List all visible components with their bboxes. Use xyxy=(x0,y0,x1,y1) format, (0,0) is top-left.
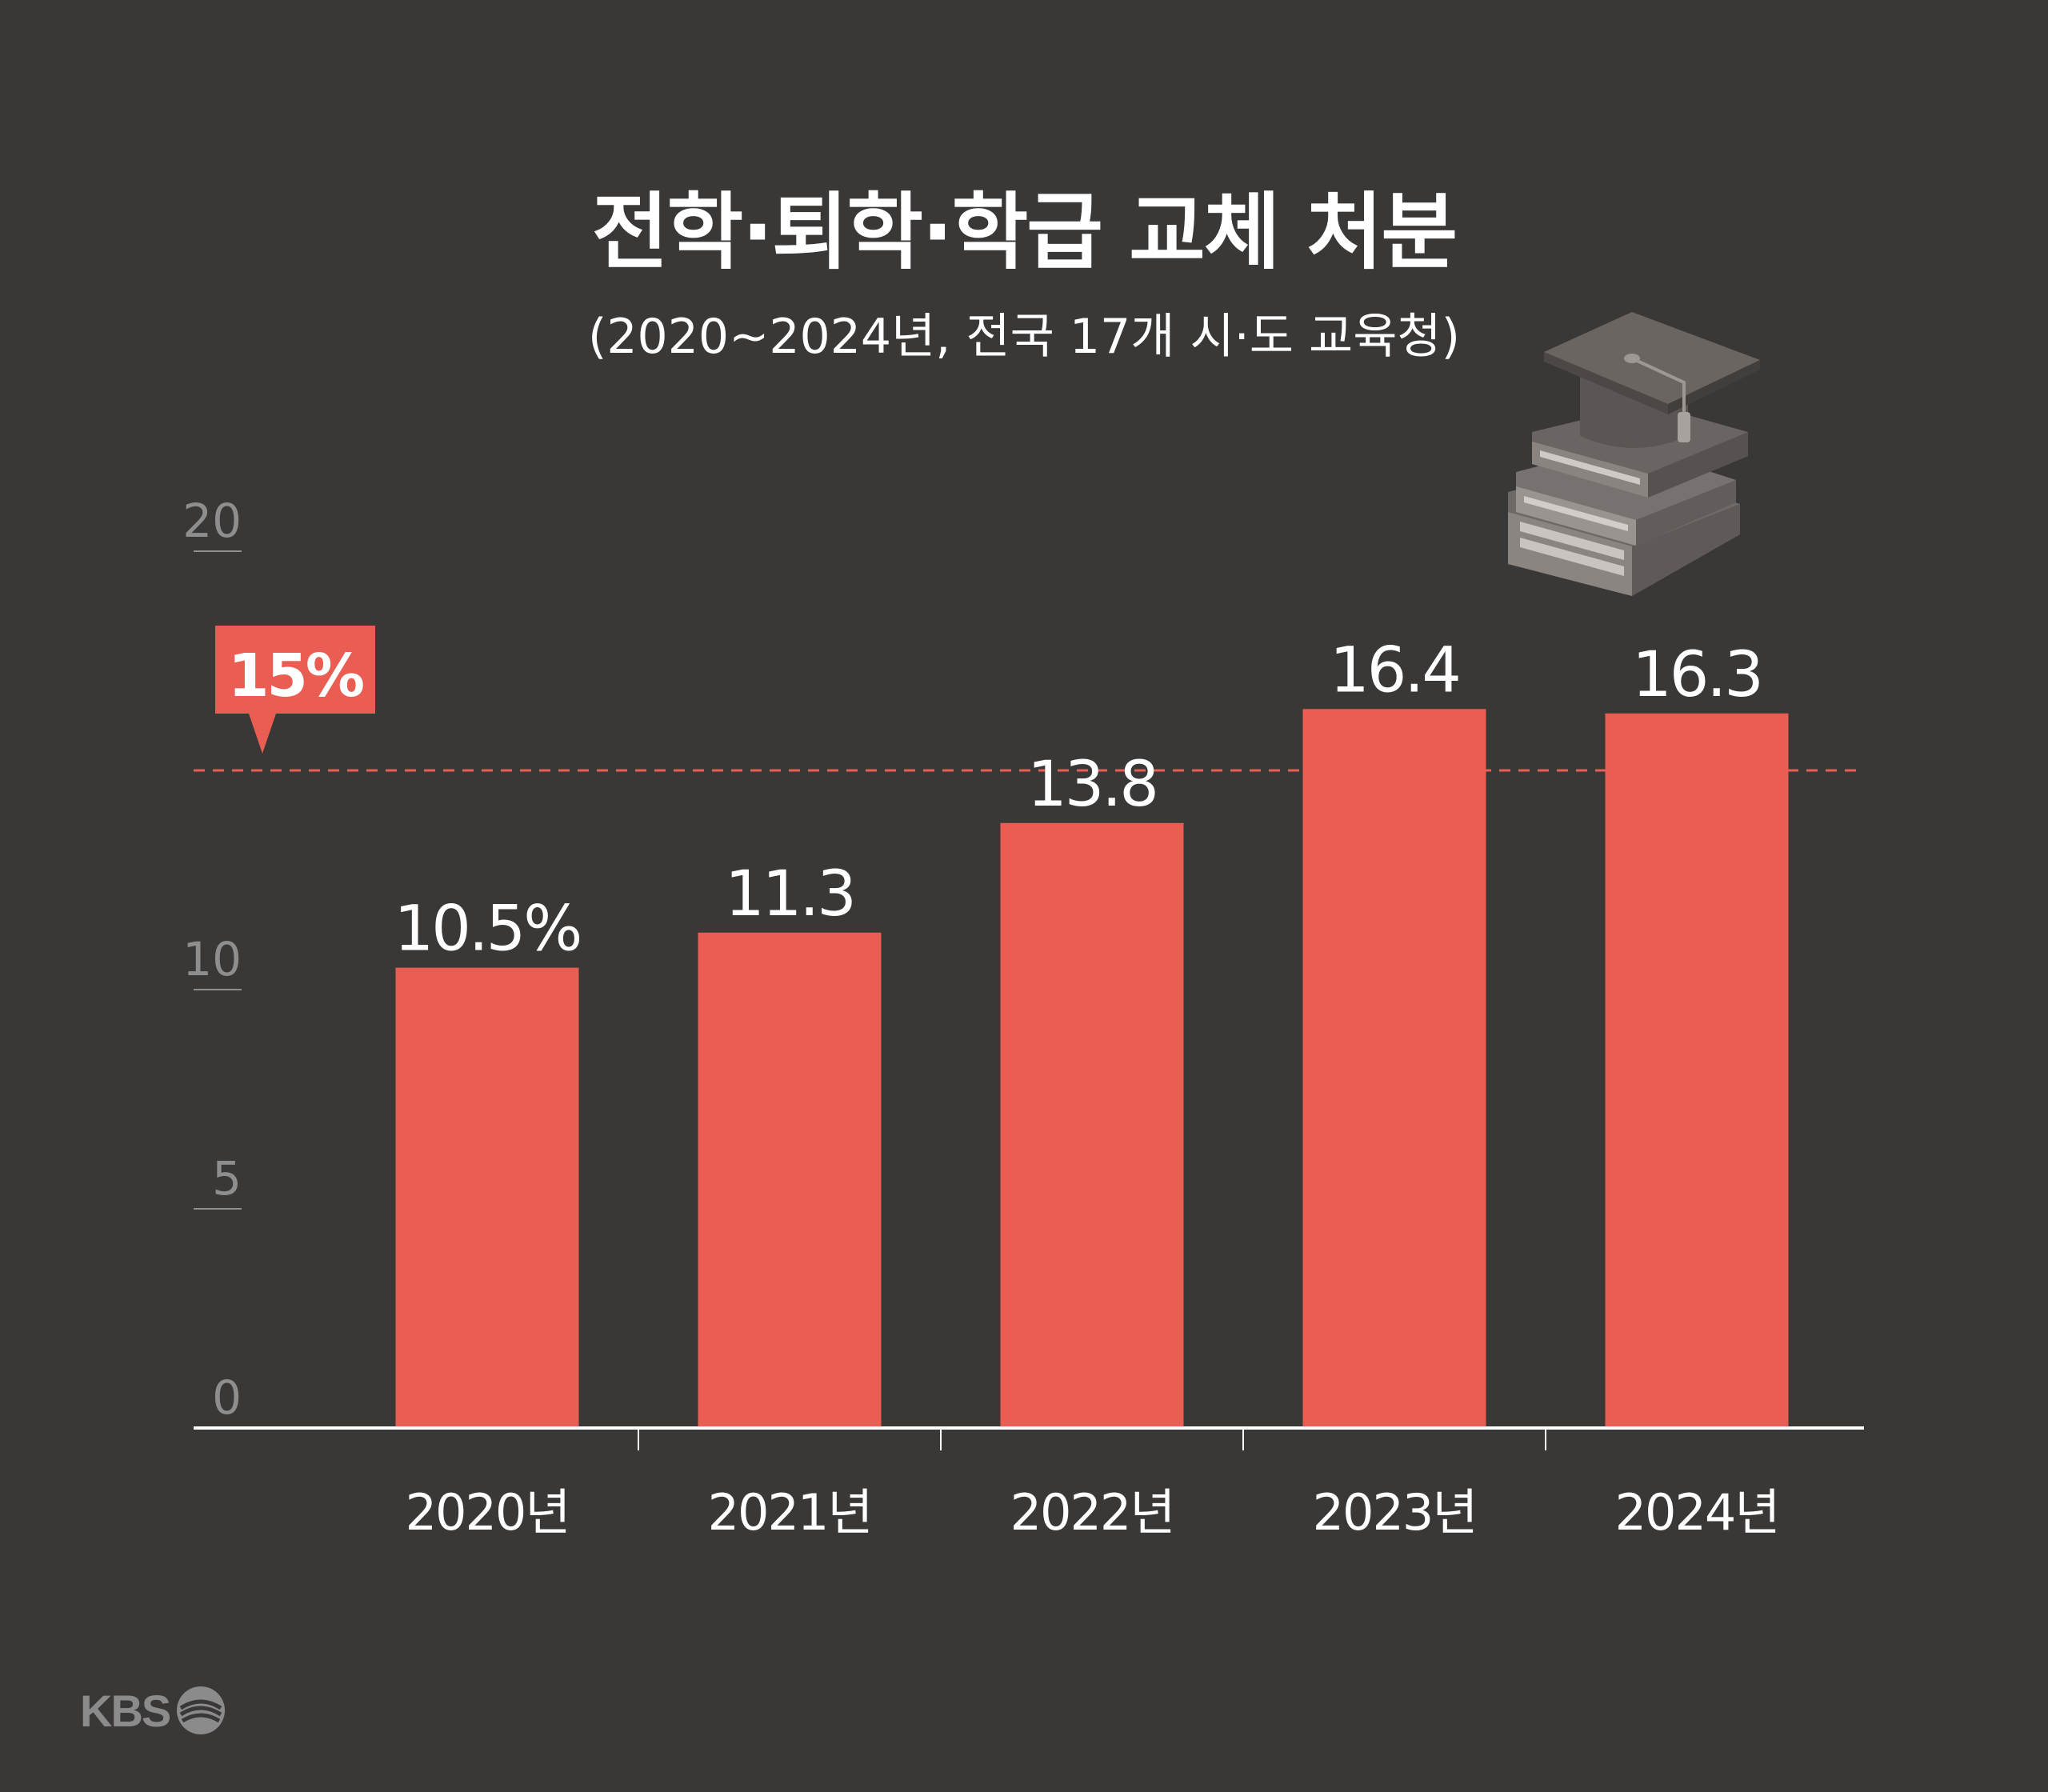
chart-title: 전학·퇴학·학급 교체 처분 xyxy=(591,183,1458,281)
bar-value-label: 11.3 xyxy=(725,858,854,930)
y-tick-label: 10 xyxy=(182,932,242,986)
bar-value-label: 16.4 xyxy=(1330,634,1459,706)
reference-label: 15% xyxy=(228,642,363,710)
chart-subtitle: (2020~2024년, 전국 17개 시·도 교육청) xyxy=(587,309,1461,365)
bar xyxy=(698,932,882,1428)
bar xyxy=(1000,822,1184,1428)
x-tick-label: 2021년 xyxy=(708,1483,872,1542)
x-tick-label: 2023년 xyxy=(1313,1483,1477,1542)
bar xyxy=(395,967,579,1428)
kbs-globe-icon xyxy=(177,1686,226,1734)
bar-value-label: 16.3 xyxy=(1632,639,1762,711)
bar xyxy=(1302,709,1486,1428)
y-tick-label: 0 xyxy=(212,1370,242,1425)
bar-value-label: 13.8 xyxy=(1027,749,1157,821)
kbs-logo-text: KBS xyxy=(80,1685,171,1736)
bar-value-label: 10.5% xyxy=(394,894,581,966)
reference-callout xyxy=(215,626,375,754)
y-tick-label: 20 xyxy=(182,494,242,548)
bar xyxy=(1605,713,1789,1428)
x-tick-label: 2020년 xyxy=(406,1483,570,1542)
x-tick-label: 2024년 xyxy=(1615,1483,1779,1542)
graduation-cap-on-books-icon xyxy=(1508,312,1760,596)
x-tick-label: 2022년 xyxy=(1010,1483,1174,1542)
kbs-logo: KBS xyxy=(80,1684,227,1737)
y-tick-label: 5 xyxy=(212,1151,242,1206)
